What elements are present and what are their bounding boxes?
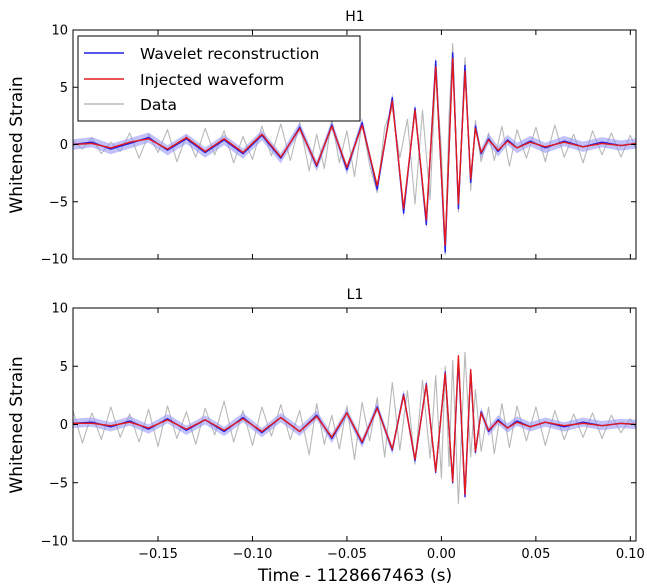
y-ticks-l1: −10 −5 0 5 10 [41,302,636,550]
plot-area-h1 [72,43,637,258]
panel-l1: L1 −10 −5 0 5 10 −0.15 −0.10 −0.05 0.00 0.05 0.10… [7,287,645,562]
panel-title-h1: H1 [345,9,364,25]
y-tick-label: 5 [60,81,68,96]
plot-area-l1 [72,351,637,505]
y-tick-label: 10 [51,302,68,317]
x-tick-label: 0.10 [616,547,645,562]
y-tick-label: 10 [51,24,68,39]
y-axis-label-h1: Whitened Strain [7,76,27,213]
y-tick-label: −5 [49,195,68,210]
y-tick-label: 0 [60,418,68,433]
legend: Wavelet reconstruction Injected waveform… [77,35,361,122]
series-line-injected-waveform-l1 [73,355,637,496]
y-tick-label: −5 [49,476,68,491]
legend-label-injected: Injected waveform [140,71,284,89]
legend-item-injected: Injected waveform [84,71,284,89]
legend-label-data: Data [140,96,177,114]
panel-title-l1: L1 [347,287,364,303]
legend-box [77,35,361,122]
panel-h1: H1 −10 −5 0 5 10 Whitened Strain Wavelet rec… [7,9,637,268]
x-ticks-l1: −0.15 −0.10 −0.05 0.00 0.05 0.10 [138,308,645,562]
x-tick-label: −0.05 [327,547,367,562]
x-ticks-h1 [157,30,631,259]
x-tick-label: −0.15 [138,547,178,562]
legend-item-wavelet: Wavelet reconstruction [84,45,319,63]
y-tick-label: 5 [60,360,68,375]
x-axis-label: Time - 1128667463 (s) [257,566,452,586]
y-ticks-h1: −10 −5 0 5 10 [41,24,636,268]
x-tick-label: 0.05 [521,547,550,562]
legend-label-wavelet: Wavelet reconstruction [140,45,319,63]
y-tick-label: −10 [41,253,68,268]
y-tick-label: 0 [60,138,68,153]
legend-item-data: Data [84,96,177,114]
y-tick-label: −10 [41,535,68,550]
y-axis-label-l1: Whitened Strain [7,356,27,493]
series-line-injected-waveform-h1 [72,57,637,247]
x-tick-label: 0.00 [427,547,456,562]
x-tick-label: −0.10 [233,547,273,562]
